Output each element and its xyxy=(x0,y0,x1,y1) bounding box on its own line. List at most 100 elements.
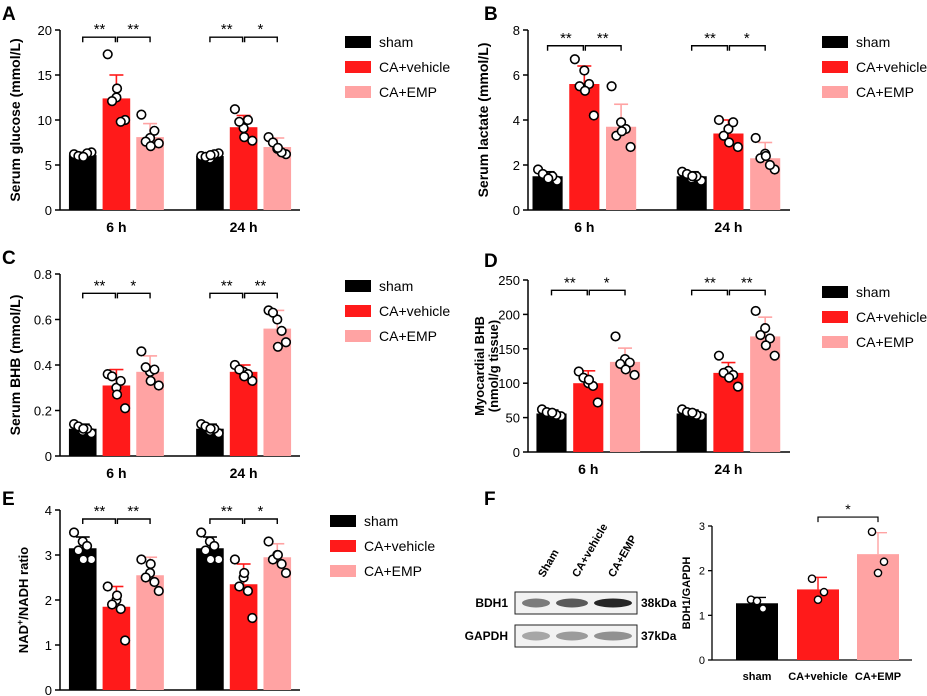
blot-band xyxy=(556,598,588,608)
data-point xyxy=(750,132,761,144)
significance-bracket xyxy=(588,289,626,296)
significance-label: * xyxy=(604,274,610,291)
panel-letter: E xyxy=(2,489,15,510)
x-category-label: 6 h xyxy=(578,461,598,477)
blot-band xyxy=(556,631,588,641)
legend-label: sham xyxy=(379,34,413,50)
data-point xyxy=(713,350,725,361)
data-point xyxy=(229,104,241,115)
data-point xyxy=(145,375,156,387)
data-point xyxy=(625,141,636,153)
significance-label: ** xyxy=(127,21,139,38)
data-point xyxy=(687,407,698,418)
significance-bracket xyxy=(243,292,278,299)
data-point xyxy=(68,527,80,538)
y-tick-label: 4 xyxy=(45,503,52,518)
x-category-label: 24 h xyxy=(230,465,258,481)
blot-band xyxy=(594,598,632,608)
significance-label: ** xyxy=(127,503,139,520)
significance-bracket xyxy=(546,45,585,51)
legend-label: CA+vehicle xyxy=(364,538,435,554)
blot-lane-label: Sham xyxy=(536,547,561,579)
data-point xyxy=(280,337,292,348)
legend-label: CA+vehicle xyxy=(856,59,927,75)
significance-bracket xyxy=(550,289,588,296)
y-tick-label: 0 xyxy=(513,203,520,218)
data-point xyxy=(239,132,250,143)
data-point xyxy=(592,397,603,408)
blot-band xyxy=(522,631,550,641)
y-label-sup: + xyxy=(15,620,25,625)
blot-lane-label: CA+vehicle xyxy=(570,522,610,580)
y-tick-label: 200 xyxy=(498,307,520,322)
data-point xyxy=(543,173,554,184)
bar-ca-emp-1 xyxy=(263,557,292,690)
data-point xyxy=(764,159,776,171)
legend-swatch xyxy=(345,86,371,98)
significance-bracket xyxy=(243,518,278,524)
data-point xyxy=(119,403,131,414)
data-point xyxy=(813,595,823,605)
data-point xyxy=(760,340,771,351)
significance-bracket xyxy=(116,292,151,299)
significance-bracket xyxy=(817,516,879,523)
significance-label: * xyxy=(845,501,851,517)
y-tick-label: 0 xyxy=(45,203,52,218)
data-point xyxy=(879,557,889,567)
bar-ca-emp-0 xyxy=(606,126,637,210)
data-point xyxy=(616,126,627,137)
significance-label: ** xyxy=(94,21,106,38)
data-point xyxy=(724,137,735,148)
data-point xyxy=(579,65,590,76)
data-point xyxy=(200,545,211,556)
data-point xyxy=(732,381,744,392)
y-tick-label: 0.2 xyxy=(34,404,52,419)
significance-label: ** xyxy=(741,274,753,291)
legend-swatch xyxy=(822,36,848,48)
y-axis-label: Serum lactate (mmol/L) xyxy=(475,43,491,198)
data-point xyxy=(272,142,283,153)
data-point xyxy=(242,114,254,126)
data-point xyxy=(769,350,780,361)
significance-label: ** xyxy=(221,277,233,294)
data-point xyxy=(102,581,113,592)
data-point xyxy=(111,590,123,601)
data-point xyxy=(73,545,84,556)
data-point xyxy=(758,604,768,613)
legend-swatch xyxy=(822,286,848,298)
data-point xyxy=(819,587,829,597)
legend-label: CA+EMP xyxy=(856,84,914,100)
bar-sham-0 xyxy=(68,548,97,690)
significance-bracket xyxy=(728,289,766,296)
y-tick-label: 0 xyxy=(45,449,52,464)
y-tick-label: 10 xyxy=(38,113,52,128)
y-tick-label: 4 xyxy=(513,113,520,128)
x-category-label: 24 h xyxy=(714,461,742,477)
data-point xyxy=(280,567,292,579)
blot-row-label: GAPDH xyxy=(465,629,508,643)
data-point xyxy=(718,130,729,141)
significance-label: * xyxy=(258,503,264,520)
data-point xyxy=(867,527,877,537)
data-point xyxy=(606,81,617,92)
data-point xyxy=(78,151,89,162)
data-point xyxy=(78,423,89,434)
data-point xyxy=(115,116,126,127)
x-category-label: 24 h xyxy=(714,219,742,235)
significance-label: * xyxy=(258,21,264,38)
legend-label: CA+EMP xyxy=(379,84,437,100)
legend-swatch xyxy=(330,565,356,577)
legend-swatch xyxy=(822,311,848,323)
y-tick-label: 250 xyxy=(498,273,520,288)
significance-label: ** xyxy=(94,277,106,294)
data-point xyxy=(153,380,164,391)
blot-band xyxy=(522,598,550,608)
blot-band xyxy=(594,631,632,641)
x-category-label: CA+vehicle xyxy=(788,671,848,683)
data-point xyxy=(119,635,131,646)
y-tick-label: 0 xyxy=(699,655,705,667)
legend-label: CA+vehicle xyxy=(856,309,927,325)
